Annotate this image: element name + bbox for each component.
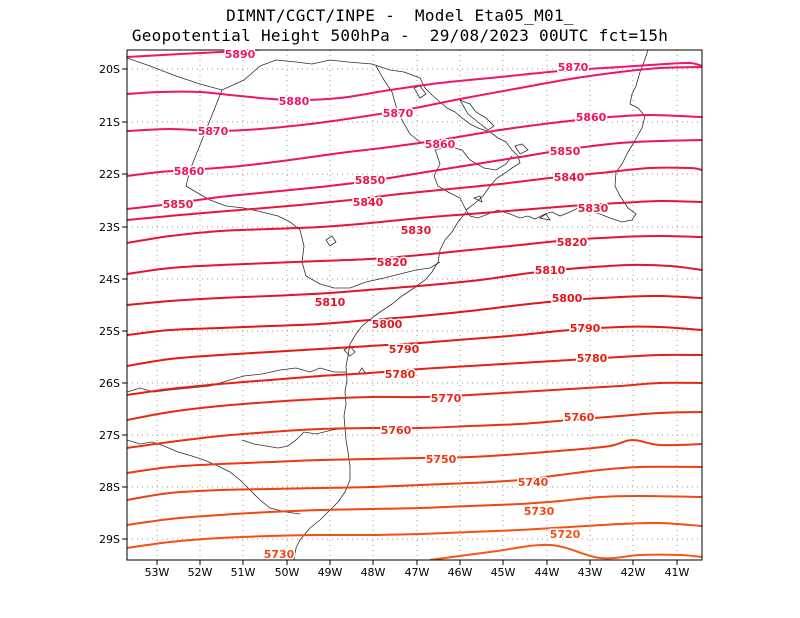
contour-label-5730: 5730: [264, 548, 295, 561]
lon-label: 48W: [361, 566, 386, 579]
contour-5880: [127, 61, 702, 102]
lat-label: 26S: [99, 377, 120, 390]
map-title-line-2: Geopotential Height 500hPa - 29/08/2023 …: [131, 26, 669, 45]
lon-label: 43W: [578, 566, 603, 579]
height-contours: [127, 50, 702, 560]
coast-islands: [325, 195, 589, 375]
lon-label: 47W: [405, 566, 430, 579]
contour-label-5820: 5820: [557, 236, 588, 249]
contour-5770: [127, 381, 702, 421]
contour-label-5760: 5760: [564, 411, 595, 424]
contour-5890: [127, 50, 268, 58]
contour-label-5780: 5780: [577, 352, 608, 365]
lon-label: 45W: [491, 566, 516, 579]
contour-label-5850: 5850: [355, 174, 386, 187]
state-border-1: [127, 57, 405, 91]
coastline-and-borders: [127, 50, 649, 560]
lat-label: 25S: [99, 325, 120, 338]
contour-label-5850: 5850: [163, 198, 194, 211]
coastline: [403, 50, 649, 223]
lon-label: 46W: [448, 566, 473, 579]
state-border-6: [127, 439, 301, 515]
contour-label-5800: 5800: [372, 318, 403, 331]
contour-5850: [127, 139, 702, 210]
lon-label: 41W: [665, 566, 690, 579]
contour-label-5760: 5760: [381, 424, 412, 437]
contour-labels: 5890 5880 5870 5870 5870 5860 5860 5860 5850 5850…: [161, 47, 610, 563]
contour-label-5820: 5820: [377, 256, 408, 269]
lon-label: 49W: [318, 566, 343, 579]
contour-label-5860: 5860: [425, 138, 456, 151]
contour-5760: [127, 411, 702, 449]
lat-label: 28S: [99, 481, 120, 494]
contour-label-5810: 5810: [315, 296, 346, 309]
contour-5810: [127, 263, 702, 306]
contour-label-5880: 5880: [279, 95, 310, 108]
state-border-2: [185, 89, 441, 289]
contour-5740: [127, 465, 702, 501]
contour-5800: [127, 294, 702, 336]
state-border-7: [241, 427, 347, 449]
contour-label-5850: 5850: [550, 145, 581, 158]
contour-label-5860: 5860: [576, 111, 607, 124]
contour-5730: [127, 494, 702, 526]
contour-label-5860: 5860: [174, 165, 205, 178]
contour-label-5810: 5810: [535, 264, 566, 277]
state-border-5: [127, 367, 346, 393]
contour-label-5870: 5870: [558, 61, 589, 74]
contour-5710: [429, 543, 702, 560]
contour-label-5790: 5790: [389, 343, 420, 356]
lon-label: 51W: [231, 566, 256, 579]
lat-label: 27S: [99, 429, 120, 442]
lon-label: 44W: [535, 566, 560, 579]
latitude-labels: 20S 21S 22S 23S 24S 25S 26S 27S 28S 29S: [99, 63, 120, 546]
lat-label: 20S: [99, 63, 120, 76]
lat-label: 23S: [99, 221, 120, 234]
contour-label-5890: 5890: [225, 48, 256, 61]
contour-5780: [127, 353, 702, 396]
coastline-south: [293, 211, 467, 560]
axis-ticks: [122, 68, 678, 565]
contour-5840: [127, 166, 702, 221]
contour-5750: [127, 438, 702, 474]
contour-label-5830: 5830: [578, 202, 609, 215]
contour-label-5790: 5790: [570, 322, 601, 335]
lon-label: 52W: [188, 566, 213, 579]
contour-label-5870: 5870: [198, 125, 229, 138]
contour-5870: [127, 66, 702, 133]
lon-label: 42W: [621, 566, 646, 579]
lat-label: 24S: [99, 273, 120, 286]
graticule: [127, 50, 702, 560]
lat-label: 21S: [99, 116, 120, 129]
contour-label-5720: 5720: [550, 528, 581, 541]
contour-5820: [127, 234, 702, 275]
contour-label-5840: 5840: [353, 196, 384, 209]
contour-label-5840: 5840: [554, 171, 585, 184]
lat-label: 29S: [99, 533, 120, 546]
longitude-labels: 53W 52W 51W 50W 49W 48W 47W 46W 45W 44W 43W 42W 41W: [145, 566, 690, 579]
contour-5790: [127, 325, 702, 367]
lon-label: 50W: [275, 566, 300, 579]
contour-label-5730: 5730: [524, 505, 555, 518]
lat-label: 22S: [99, 168, 120, 181]
contour-label-5870: 5870: [383, 107, 414, 120]
contour-label-5830: 5830: [401, 224, 432, 237]
contour-5720: [127, 521, 702, 549]
contour-5830: [127, 199, 702, 244]
lon-label: 53W: [145, 566, 170, 579]
plot-frame: [126, 49, 703, 561]
contour-label-5800: 5800: [552, 292, 583, 305]
contour-label-5740: 5740: [518, 476, 549, 489]
map-title-line-1: DIMNT/CGCT/INPE - Model Eta05_M01_: [226, 6, 574, 25]
contour-label-5750: 5750: [426, 453, 457, 466]
contour-label-5780: 5780: [385, 368, 416, 381]
contour-label-5770: 5770: [431, 392, 462, 405]
contour-5860: [127, 113, 702, 177]
